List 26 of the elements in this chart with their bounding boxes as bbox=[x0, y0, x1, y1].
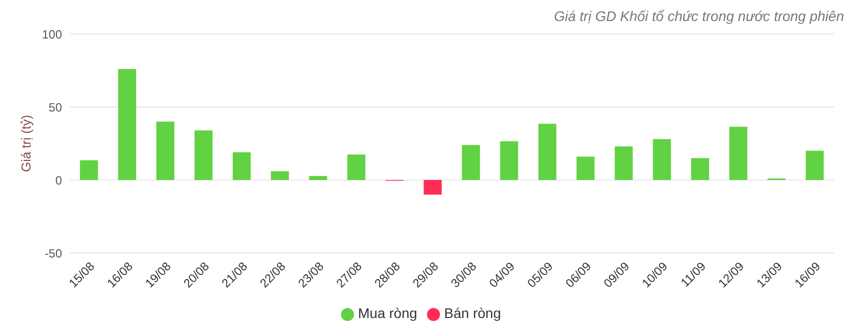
bar bbox=[194, 130, 213, 180]
bar bbox=[232, 152, 251, 180]
bar bbox=[538, 124, 556, 180]
bar bbox=[118, 69, 136, 180]
y-tick-label: 100 bbox=[42, 27, 62, 42]
bar bbox=[576, 156, 595, 180]
y-tick-label: 50 bbox=[48, 100, 62, 114]
y-tick-label: 0 bbox=[55, 173, 62, 188]
bar bbox=[614, 146, 633, 180]
chart-title: Giá trị GD Khối tổ chức trong nước trong phiên bbox=[554, 8, 844, 24]
y-axis-title: Giá trị (tỷ) bbox=[18, 114, 34, 172]
y-tick-label: -50 bbox=[44, 246, 62, 260]
bar bbox=[156, 122, 174, 180]
bar bbox=[347, 154, 366, 180]
bar bbox=[309, 176, 328, 180]
bar bbox=[80, 160, 98, 180]
legend-label: Mua ròng bbox=[358, 305, 418, 321]
bar bbox=[424, 180, 442, 195]
bar bbox=[652, 139, 671, 180]
bar bbox=[462, 144, 480, 180]
bar bbox=[500, 141, 518, 180]
bar bbox=[270, 171, 289, 180]
bar bbox=[806, 150, 824, 180]
legend-label: Bán ròng bbox=[444, 305, 501, 321]
bar bbox=[729, 126, 748, 180]
bar bbox=[691, 158, 710, 180]
